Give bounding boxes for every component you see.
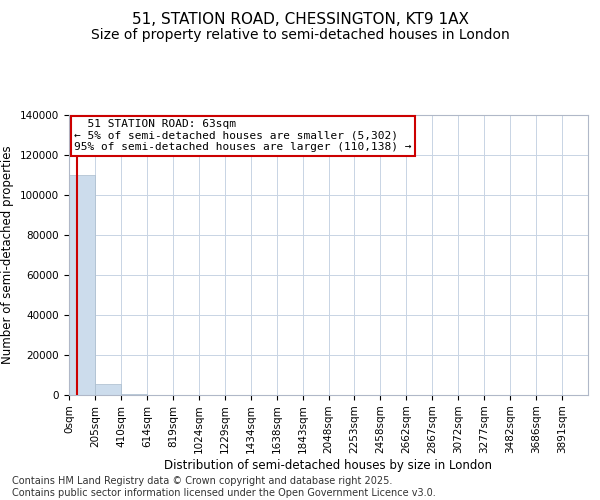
X-axis label: Distribution of semi-detached houses by size in London: Distribution of semi-detached houses by …: [164, 459, 493, 472]
Text: 51, STATION ROAD, CHESSINGTON, KT9 1AX: 51, STATION ROAD, CHESSINGTON, KT9 1AX: [131, 12, 469, 28]
Text: Contains HM Land Registry data © Crown copyright and database right 2025.
Contai: Contains HM Land Registry data © Crown c…: [12, 476, 436, 498]
Text: 51 STATION ROAD: 63sqm
← 5% of semi-detached houses are smaller (5,302)
95% of s: 51 STATION ROAD: 63sqm ← 5% of semi-deta…: [74, 119, 412, 152]
Bar: [69, 174, 95, 395]
Text: Size of property relative to semi-detached houses in London: Size of property relative to semi-detach…: [91, 28, 509, 42]
Bar: [95, 384, 121, 395]
Bar: [121, 394, 147, 395]
Y-axis label: Number of semi-detached properties: Number of semi-detached properties: [1, 146, 14, 364]
